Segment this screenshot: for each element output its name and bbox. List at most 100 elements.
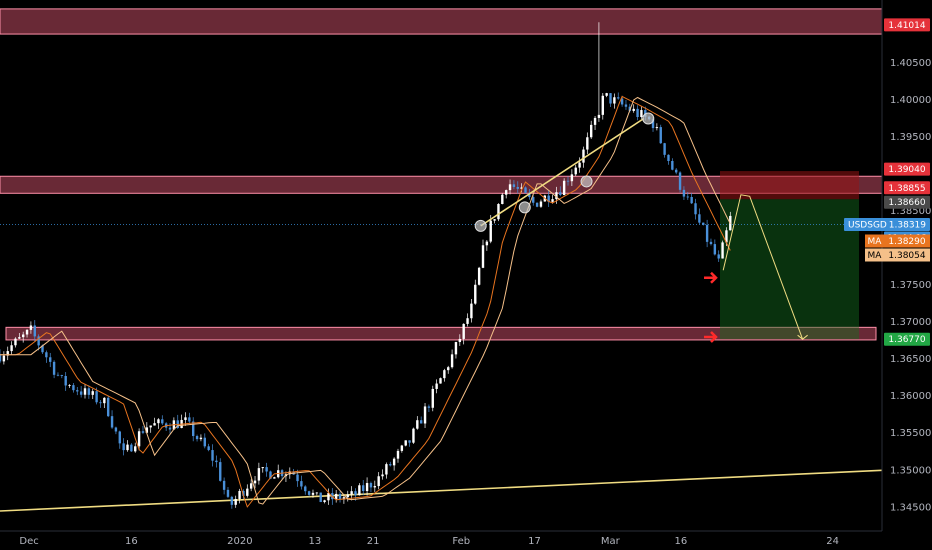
candle-body <box>725 230 728 243</box>
candle-body <box>678 172 682 190</box>
support-trendline[interactable] <box>0 469 883 512</box>
zone-1.41014[interactable] <box>0 8 883 35</box>
candle-body <box>288 471 291 475</box>
candle-body <box>327 493 330 501</box>
current-symbol-label: USDSGD <box>848 220 887 230</box>
candle-body <box>257 468 261 481</box>
candle-body <box>157 419 160 424</box>
zone-1.36770[interactable] <box>5 326 877 341</box>
candle-body <box>392 458 396 466</box>
candle-body <box>122 443 125 451</box>
candle-body <box>470 303 473 319</box>
x-tick-label: 24 <box>826 536 839 547</box>
candle-body <box>605 93 608 96</box>
candle-body <box>10 345 13 352</box>
neckline-trendline[interactable] <box>480 117 645 227</box>
candle-body <box>404 440 407 446</box>
ma-value-label: 1.38054 <box>888 251 925 261</box>
candle-body <box>118 431 121 444</box>
y-tick-label: 1.37500 <box>890 280 931 291</box>
candle-body <box>682 189 686 197</box>
candle-body <box>149 425 152 428</box>
candle-body <box>141 431 145 433</box>
candle-body <box>620 98 624 105</box>
candle-body <box>68 385 71 386</box>
touch-point-marker[interactable] <box>580 175 593 188</box>
candle-body <box>25 329 29 335</box>
candle-body <box>64 375 67 386</box>
candle-body <box>45 352 48 358</box>
x-tick-label: 13 <box>309 536 322 547</box>
candle-body <box>273 477 276 479</box>
candle-body <box>651 119 655 129</box>
candle-body <box>192 421 195 437</box>
candle-body <box>385 464 388 475</box>
position-target-box[interactable] <box>720 199 859 340</box>
y-tick-label: 1.37000 <box>890 317 931 328</box>
candle-body <box>323 500 326 503</box>
candle-body <box>41 345 44 353</box>
candle-body <box>153 423 156 426</box>
candle-body <box>705 224 709 242</box>
candle-body <box>211 450 214 461</box>
candle-body <box>203 437 206 447</box>
y-tick-label: 1.40500 <box>890 58 931 69</box>
candle-body <box>145 427 149 433</box>
y-tick-label: 1.38500 <box>890 206 931 217</box>
candle-body <box>49 357 52 362</box>
candle-body <box>663 143 666 155</box>
position-stop-box[interactable] <box>720 171 859 200</box>
candle-body <box>400 445 404 451</box>
candle-body <box>33 325 36 337</box>
candle-body <box>296 474 299 482</box>
candle-body <box>709 241 713 245</box>
touch-point-marker[interactable] <box>518 201 531 214</box>
candle-body <box>354 491 357 496</box>
x-tick-label: Dec <box>19 536 38 547</box>
y-tick-label: 1.35500 <box>890 428 931 439</box>
ma-name-tag-bg <box>865 248 884 262</box>
candle-body <box>589 124 593 138</box>
candle-body <box>547 195 550 202</box>
candle-body <box>60 375 64 376</box>
touch-point-marker[interactable] <box>474 219 487 232</box>
candle-body <box>489 220 492 242</box>
touch-point-marker[interactable] <box>642 112 655 125</box>
candle-body <box>698 214 701 223</box>
candle-body <box>597 114 601 118</box>
candle-body <box>555 192 558 200</box>
candle-body <box>497 204 500 220</box>
candle-body <box>369 483 373 488</box>
candle-body <box>419 420 423 424</box>
x-tick-label: 17 <box>528 536 541 547</box>
candle-body <box>126 444 129 451</box>
candle-body <box>721 242 724 259</box>
candle-body <box>713 244 717 255</box>
x-tick-label: 16 <box>675 536 688 547</box>
candle-body <box>334 493 338 500</box>
candle-body <box>99 402 102 404</box>
candle-body <box>566 180 570 182</box>
candle-body <box>238 490 241 499</box>
red-arrow-marker <box>704 271 718 284</box>
candle-body <box>477 267 481 285</box>
ma-name-label: MA <box>868 251 883 261</box>
projection-path[interactable] <box>722 194 804 340</box>
candle-body <box>539 201 543 207</box>
candle-body <box>439 378 442 384</box>
candle-body <box>83 388 87 395</box>
candle-body <box>269 471 272 479</box>
candle-body <box>690 196 693 204</box>
candle-body <box>21 334 25 338</box>
candle-body <box>95 391 98 403</box>
candle-body <box>373 486 377 488</box>
y-tick-label: 1.35000 <box>890 465 931 476</box>
candle-body <box>381 474 384 477</box>
price-tag-bg <box>884 332 930 346</box>
candle-body <box>632 108 635 111</box>
candle-body <box>570 174 574 182</box>
candle-body <box>103 397 106 404</box>
candle-body <box>450 354 454 368</box>
